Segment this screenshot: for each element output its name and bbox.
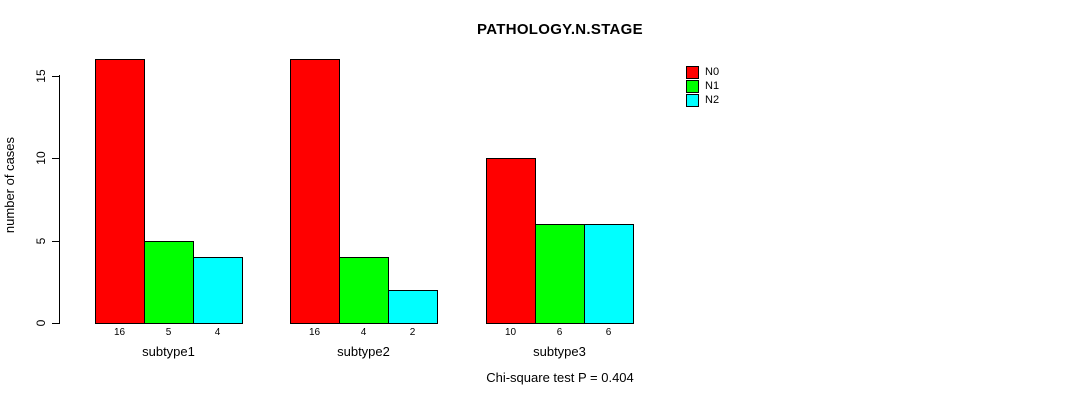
bar-n0-subtype2 (290, 59, 340, 324)
x-category-label-subtype1: subtype1 (142, 344, 195, 359)
y-axis-tick (52, 323, 59, 324)
y-axis-tick-label: 5 (34, 237, 48, 244)
bar-value-label: 5 (165, 327, 172, 338)
y-axis-tick-label: 15 (34, 68, 48, 83)
bar-value-label: 16 (113, 327, 126, 338)
bar-value-label: 10 (504, 327, 517, 338)
bar-n2-subtype3 (584, 224, 634, 324)
legend-label-n0: N0 (705, 66, 720, 78)
y-axis-tick (52, 158, 59, 159)
bar-n2-subtype2 (388, 290, 438, 324)
bar-value-label: 4 (214, 327, 221, 338)
bar-value-label: 6 (605, 327, 612, 338)
legend-swatch-n2 (686, 94, 699, 107)
y-axis-tick (52, 240, 59, 242)
bar-value-label: 2 (409, 327, 416, 338)
chart-title: PATHOLOGY.N.STAGE (477, 21, 643, 38)
bar-n1-subtype3 (535, 224, 585, 324)
bar-value-label: 16 (308, 327, 321, 338)
bar-n1-subtype1 (144, 240, 194, 324)
bar-value-label: 4 (360, 327, 367, 338)
y-axis-line (59, 75, 60, 324)
bar-n1-subtype2 (339, 257, 389, 324)
x-category-label-subtype3: subtype3 (533, 344, 586, 359)
y-axis-tick-label: 0 (34, 319, 48, 327)
y-axis-tick-label: 10 (34, 151, 48, 165)
bar-value-label: 6 (556, 327, 563, 338)
x-category-label-subtype2: subtype2 (337, 344, 390, 359)
legend-label-n2: N2 (705, 94, 720, 106)
y-axis-label: number of cases (2, 136, 17, 234)
bar-n0-subtype3 (486, 158, 536, 324)
legend-label-n1: N1 (705, 80, 720, 92)
legend-swatch-n0 (686, 66, 699, 79)
y-axis-tick (52, 75, 59, 77)
bar-n2-subtype1 (193, 257, 243, 324)
chi-square-annotation: Chi-square test P = 0.404 (486, 370, 634, 385)
legend-swatch-n1 (686, 80, 699, 93)
bar-n0-subtype1 (95, 59, 145, 324)
